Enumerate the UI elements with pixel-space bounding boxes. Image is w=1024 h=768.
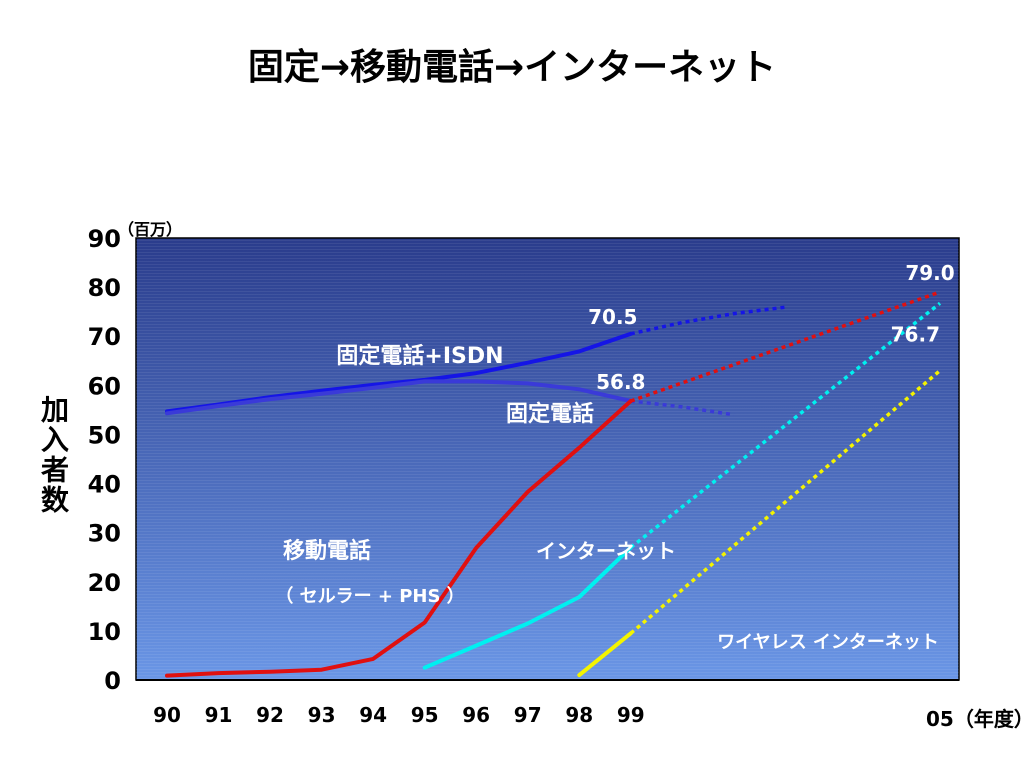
- series-projection-wireless: [629, 369, 942, 635]
- y-tick-label: 20: [88, 569, 121, 597]
- y-tick-label: 80: [88, 274, 121, 302]
- annotation-label: インターネット: [536, 539, 676, 563]
- y-axis-label: 加入者数: [37, 395, 70, 515]
- year-unit-label: 05（年度）: [926, 707, 1024, 731]
- series-projection-fixed: [630, 399, 735, 417]
- y-tick-label: 0: [104, 667, 121, 695]
- x-tick-label: 96: [462, 703, 490, 727]
- y-tick-label: 90: [88, 225, 121, 253]
- series-line-fixed: [165, 379, 633, 416]
- data-label-group: 70.5 56.8 79.0 76.7: [588, 261, 955, 394]
- annotation-label: ワイヤレス インターネット: [717, 632, 939, 653]
- x-tick-label: 95: [411, 703, 439, 727]
- data-label: 56.8: [596, 370, 645, 394]
- x-tick-label: 92: [256, 703, 284, 727]
- plot-stripes: [136, 238, 959, 680]
- data-label: 76.7: [891, 322, 940, 346]
- series-projection-internet: [629, 301, 942, 549]
- y-tick-label: 10: [88, 618, 121, 646]
- series-line-wireless: [577, 631, 633, 678]
- series-projection-mobile: [630, 290, 941, 403]
- annotation-label: 固定電話: [506, 401, 594, 427]
- x-tick-label: 97: [514, 703, 542, 727]
- series-projection-fixed_isdn: [630, 305, 786, 336]
- x-tick-label: 94: [359, 703, 387, 727]
- y-tick-label: 50: [88, 421, 121, 449]
- page-title: 固定→移動電話→インターネット: [247, 47, 777, 88]
- x-tick-label: 99: [617, 703, 645, 727]
- series-group: [165, 290, 942, 678]
- data-label: 70.5: [588, 305, 637, 329]
- annotation-label: 固定電話+ISDN: [336, 343, 503, 369]
- y-tick-label: 60: [88, 372, 121, 400]
- x-tick-label: 98: [565, 703, 593, 727]
- annotation-label: 移動電話: [283, 538, 371, 564]
- x-tick-label: 93: [308, 703, 336, 727]
- y-tick-label: 70: [88, 323, 121, 351]
- y-tick-labels: 0 10 20 30 40 50 60 70 80 90: [88, 225, 121, 695]
- data-label: 79.0: [905, 261, 954, 285]
- y-tick-label: 40: [88, 471, 121, 499]
- x-tick-label: 91: [205, 703, 233, 727]
- annotation-label: （ セルラー + PHS ）: [275, 586, 464, 607]
- x-tick-labels: 90 91 92 93 94 95 96 97 98 99: [153, 703, 645, 727]
- y-tick-label: 30: [88, 520, 121, 548]
- series-line-mobile: [165, 399, 633, 678]
- unit-label: （百万）: [118, 220, 183, 239]
- x-tick-label: 90: [153, 703, 181, 727]
- series-line-internet: [422, 545, 633, 670]
